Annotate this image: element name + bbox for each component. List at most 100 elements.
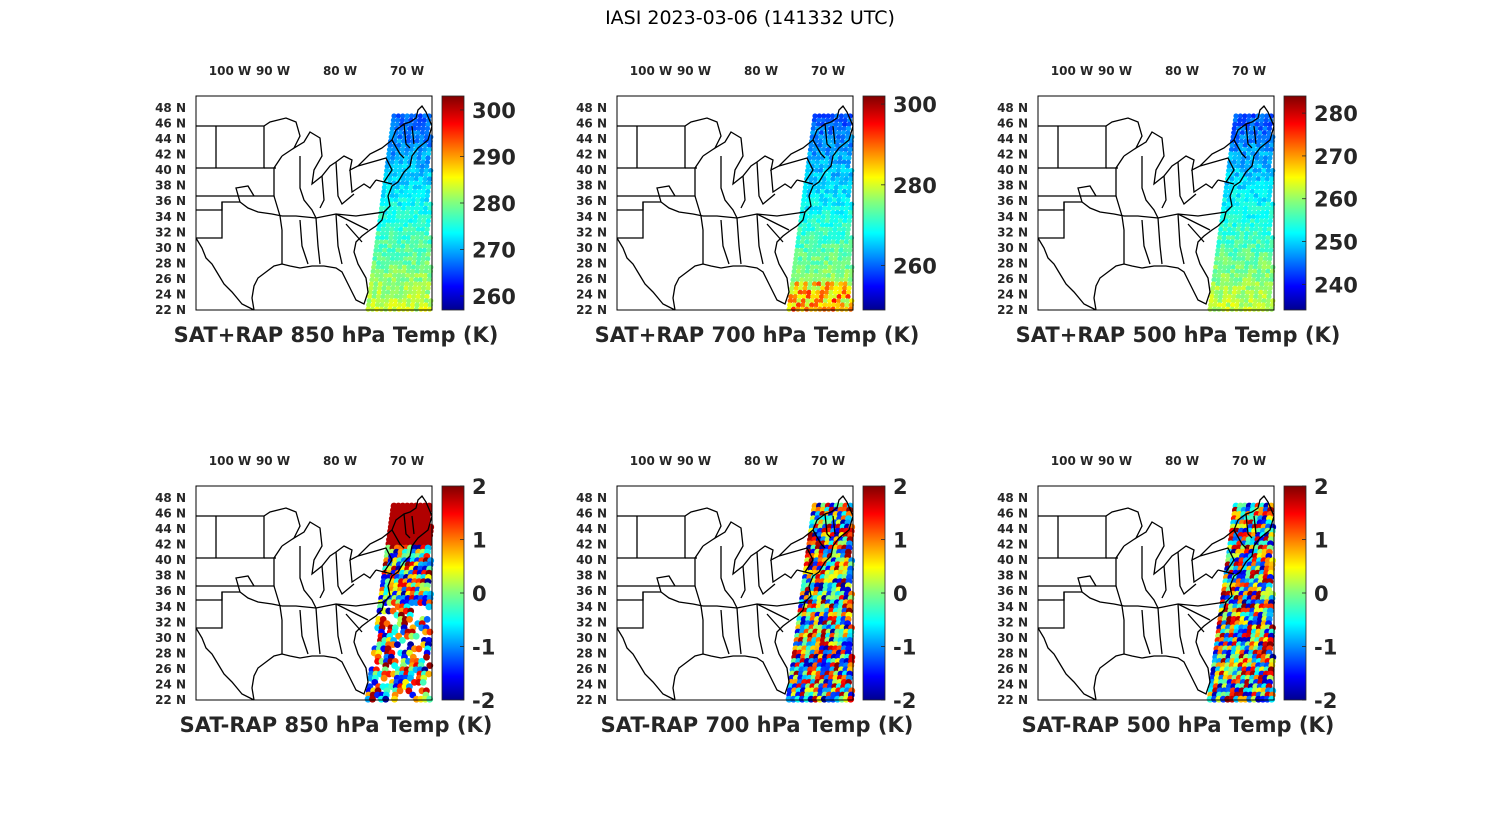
obs-point: [1214, 252, 1220, 258]
lon-tick-label: 100 W: [209, 64, 251, 78]
obs-point: [427, 205, 433, 211]
obs-point: [379, 264, 386, 270]
obs-point: [805, 201, 811, 207]
obs-point: [390, 151, 396, 157]
obs-point: [1235, 294, 1241, 300]
obs-point: [1267, 256, 1273, 262]
obs-point: [1247, 235, 1254, 241]
lat-tick-label: 22 N: [997, 303, 1028, 317]
obs-point: [1232, 151, 1238, 157]
obs-point: [392, 273, 398, 279]
obs-point: [848, 172, 854, 178]
obs-point: [374, 302, 381, 308]
obs-point: [1233, 210, 1239, 216]
obs-point: [1269, 142, 1275, 148]
obs-point: [793, 256, 799, 262]
obs-point: [843, 277, 849, 283]
colorbar-tick-label: 0: [472, 582, 487, 606]
obs-point: [414, 205, 420, 211]
colorbar-tick-label: 2: [1314, 475, 1329, 499]
obs-point: [419, 679, 427, 686]
obs-point: [415, 130, 421, 136]
obs-point: [1247, 302, 1253, 308]
obs-point: [813, 205, 819, 211]
obs-point: [415, 134, 421, 140]
obs-point: [371, 298, 377, 304]
obs-point: [400, 273, 406, 279]
obs-point: [825, 210, 832, 216]
obs-point: [374, 243, 380, 249]
obs-point: [845, 231, 851, 237]
obs-point: [386, 151, 392, 157]
obs-point: [398, 189, 405, 195]
map-panel-p2: 100 W 90 W 80 W 70 W48 N46 N44 N42 N40 N38 …: [576, 64, 937, 347]
obs-point: [409, 243, 415, 249]
obs-point: [842, 281, 848, 287]
obs-point: [395, 247, 401, 253]
obs-point: [405, 302, 411, 308]
obs-point: [819, 294, 825, 300]
obs-point: [828, 121, 835, 127]
obs-point: [375, 231, 381, 237]
obs-point: [406, 231, 412, 237]
obs-point: [811, 151, 817, 157]
colorbar-tick-label: 1: [893, 529, 908, 553]
obs-point: [393, 197, 399, 203]
obs-point: [848, 142, 854, 148]
colorbar-tick-label: 260: [1314, 188, 1358, 212]
obs-point: [382, 281, 388, 287]
lat-tick-label: 48 N: [576, 101, 607, 115]
obs-point: [1263, 252, 1269, 258]
obs-point: [1254, 222, 1260, 228]
obs-point: [836, 163, 842, 169]
obs-point: [382, 695, 390, 703]
obs-point: [845, 159, 851, 165]
obs-point: [1244, 231, 1250, 237]
obs-point: [379, 235, 385, 241]
obs-point: [426, 180, 432, 186]
obs-point: [1223, 189, 1229, 195]
obs-point: [421, 247, 427, 253]
lat-tick-label: 38 N: [997, 179, 1028, 193]
obs-point: [388, 264, 394, 270]
obs-point: [1260, 273, 1266, 279]
obs-point: [426, 243, 432, 249]
obs-point: [422, 113, 428, 119]
obs-point: [399, 218, 405, 224]
obs-point: [410, 197, 417, 203]
obs-point: [809, 231, 815, 237]
obs-point: [841, 256, 847, 262]
obs-point: [831, 298, 837, 304]
obs-point: [831, 268, 837, 274]
obs-point: [384, 163, 390, 169]
obs-point: [797, 289, 803, 295]
obs-point: [810, 260, 816, 266]
obs-point: [420, 159, 426, 165]
obs-point: [412, 189, 418, 195]
obs-point: [840, 134, 846, 140]
obs-point: [416, 189, 422, 195]
obs-point: [1268, 247, 1274, 253]
obs-point: [845, 126, 852, 132]
obs-point: [1253, 289, 1259, 295]
obs-point: [788, 289, 794, 295]
obs-point: [1253, 226, 1259, 232]
obs-point: [818, 235, 824, 241]
obs-point: [388, 231, 394, 237]
obs-point: [813, 302, 819, 308]
obs-point: [829, 218, 835, 224]
obs-point: [1229, 273, 1235, 279]
obs-point: [376, 226, 382, 232]
obs-point: [1260, 210, 1266, 216]
obs-point: [410, 268, 416, 274]
obs-point: [1241, 281, 1247, 287]
obs-point: [1257, 197, 1263, 203]
obs-point: [1258, 222, 1264, 228]
obs-point: [1208, 302, 1214, 308]
obs-point: [1231, 130, 1237, 136]
obs-point: [416, 121, 422, 127]
obs-point: [398, 222, 404, 228]
obs-point: [813, 201, 819, 207]
obs-point: [416, 159, 422, 165]
obs-point: [1247, 172, 1253, 178]
